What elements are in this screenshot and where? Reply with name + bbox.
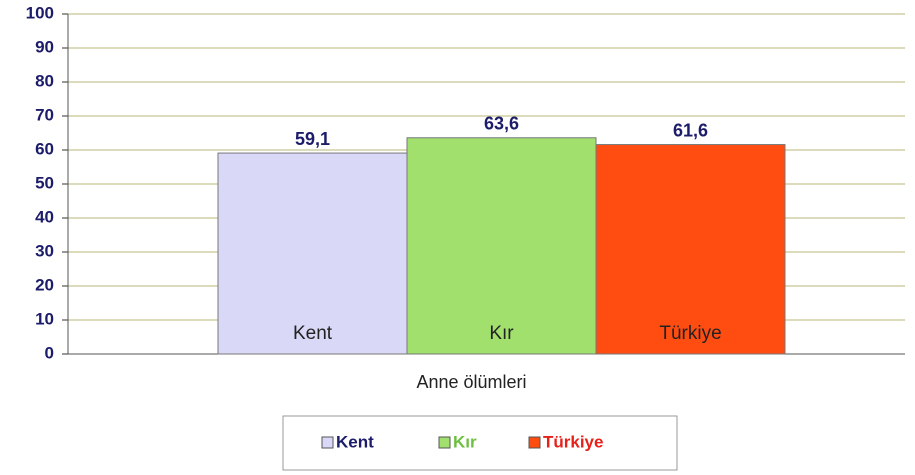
bar: [406, 137, 597, 355]
y-tick-label: 30: [35, 241, 54, 260]
y-tick-label: 80: [35, 71, 54, 90]
y-tick-label: 0: [45, 343, 54, 362]
legend-box: [282, 415, 678, 471]
y-tick-label: 60: [35, 139, 54, 158]
x-tick-label: Anne ölümleri: [416, 372, 526, 392]
y-tick-label: 70: [35, 105, 54, 124]
value-label: 61,6: [673, 120, 708, 140]
bar-label: Kır: [489, 323, 514, 344]
legend-label: Kır: [453, 432, 477, 451]
legend-label: Türkiye: [543, 432, 603, 451]
value-label: 59,1: [295, 129, 330, 149]
y-tick-label: 40: [35, 207, 54, 226]
y-tick-label: 10: [35, 309, 54, 328]
bar: [595, 144, 786, 355]
legend-swatch: [528, 436, 541, 449]
legend-swatch: [321, 436, 334, 449]
legend-label: Kent: [336, 432, 374, 451]
bar: [217, 152, 408, 355]
value-label: 63,6: [484, 114, 519, 134]
bar-label: Kent: [293, 323, 333, 344]
y-tick-label: 20: [35, 275, 54, 294]
legend-swatch: [438, 436, 451, 449]
y-tick-label: 90: [35, 37, 54, 56]
y-tick-label: 50: [35, 173, 54, 192]
bar-label: Türkiye: [659, 323, 721, 344]
y-tick-label: 100: [26, 3, 54, 22]
